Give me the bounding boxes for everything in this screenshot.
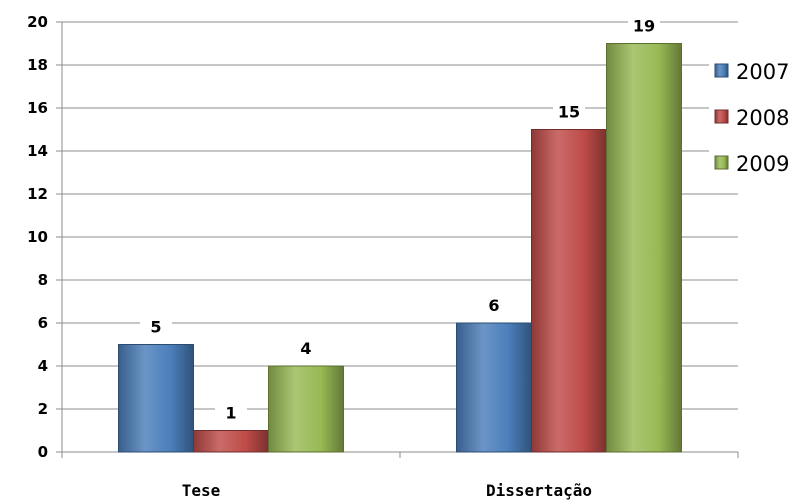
bar-2007-0 [118,344,194,453]
y-tick-label: 6 [38,314,48,332]
x-category-label: Dissertação [486,481,592,500]
data-label: 4 [300,339,311,358]
data-label: 5 [150,318,161,337]
data-label-bg [628,16,660,37]
bar-2008-1 [531,129,607,453]
data-label: 19 [633,17,655,36]
y-tick-label: 18 [27,56,48,74]
bar-2007-1 [456,322,532,453]
bar-2009-1 [606,43,682,453]
x-category-label: Tese [182,481,221,500]
y-tick-label: 8 [38,271,48,289]
y-tick-label: 14 [27,142,48,160]
data-label: 1 [225,404,236,423]
data-labels: 5 1 4 6 15 19 [140,16,660,424]
y-tick-label: 16 [27,99,48,117]
data-label-bg [553,102,585,123]
legend-label: 2007 [736,60,789,84]
bar-2008-0 [193,430,269,453]
legend-swatch-2008 [714,109,729,124]
bar-2009-0 [268,365,344,453]
y-tick-label: 10 [27,228,48,246]
legend: 2007 2008 2009 [709,50,799,192]
y-tick-label: 20 [27,13,48,31]
legend-label: 2008 [736,106,789,130]
y-tick-label: 12 [27,185,48,203]
data-label: 15 [558,103,580,122]
y-tick-label: 2 [38,400,48,418]
legend-swatch-2007 [714,63,729,78]
legend-label: 2009 [736,152,789,176]
data-label-bg [290,339,322,359]
data-label-bg [140,317,172,338]
y-tick-label: 0 [38,443,48,461]
legend-swatch-2009 [714,155,729,170]
data-label-bg [215,403,247,424]
bars [118,43,682,453]
data-label-bg [478,296,510,316]
data-label: 6 [488,296,499,315]
y-tick-label: 4 [38,357,48,375]
